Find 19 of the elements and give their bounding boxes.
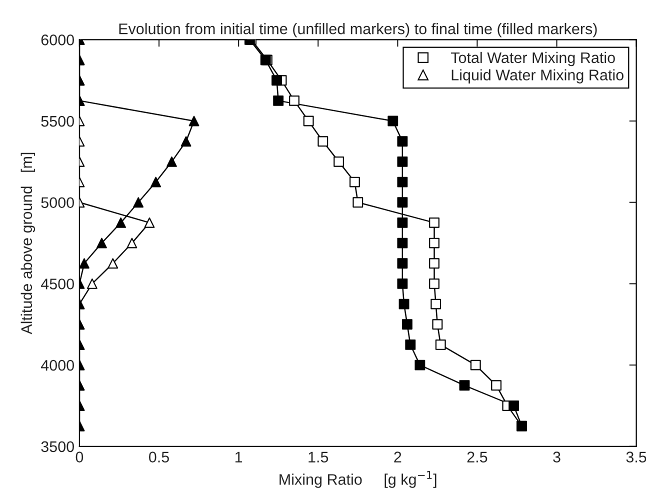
legend-label: Total Water Mixing Ratio bbox=[450, 52, 615, 66]
x-axis-title: Mixing Ratio [g kg$^{−1}$] bbox=[280, 471, 436, 488]
x-tick-label: 2.5 bbox=[467, 452, 488, 462]
y-tick-label: 3500 bbox=[41, 441, 74, 452]
x-tick-label: 1.5 bbox=[308, 452, 328, 462]
y-tick-label: 5000 bbox=[41, 197, 74, 208]
y-tick-label: 6000 bbox=[41, 34, 74, 46]
x-tick-label: 3 bbox=[553, 452, 560, 462]
y-tick-label: 4500 bbox=[40, 278, 74, 290]
x-tick-label: 0 bbox=[76, 452, 84, 462]
y-tick-label: 5500 bbox=[41, 116, 74, 127]
chart-title: Evolution from initial time (unfilled markers) to final time (filled markers) bbox=[119, 23, 597, 38]
legend-label: Liquid Water Mixing Ratio bbox=[452, 69, 624, 84]
x-tick-label: 3.5 bbox=[626, 452, 646, 462]
x-tick-label: 2 bbox=[394, 452, 402, 462]
x-tick-label: 0.5 bbox=[148, 452, 169, 462]
y-tick-label: 4000 bbox=[40, 360, 74, 371]
y-axis-title: Altitude above ground [m] bbox=[20, 152, 36, 334]
x-tick-label: 1 bbox=[235, 452, 242, 462]
